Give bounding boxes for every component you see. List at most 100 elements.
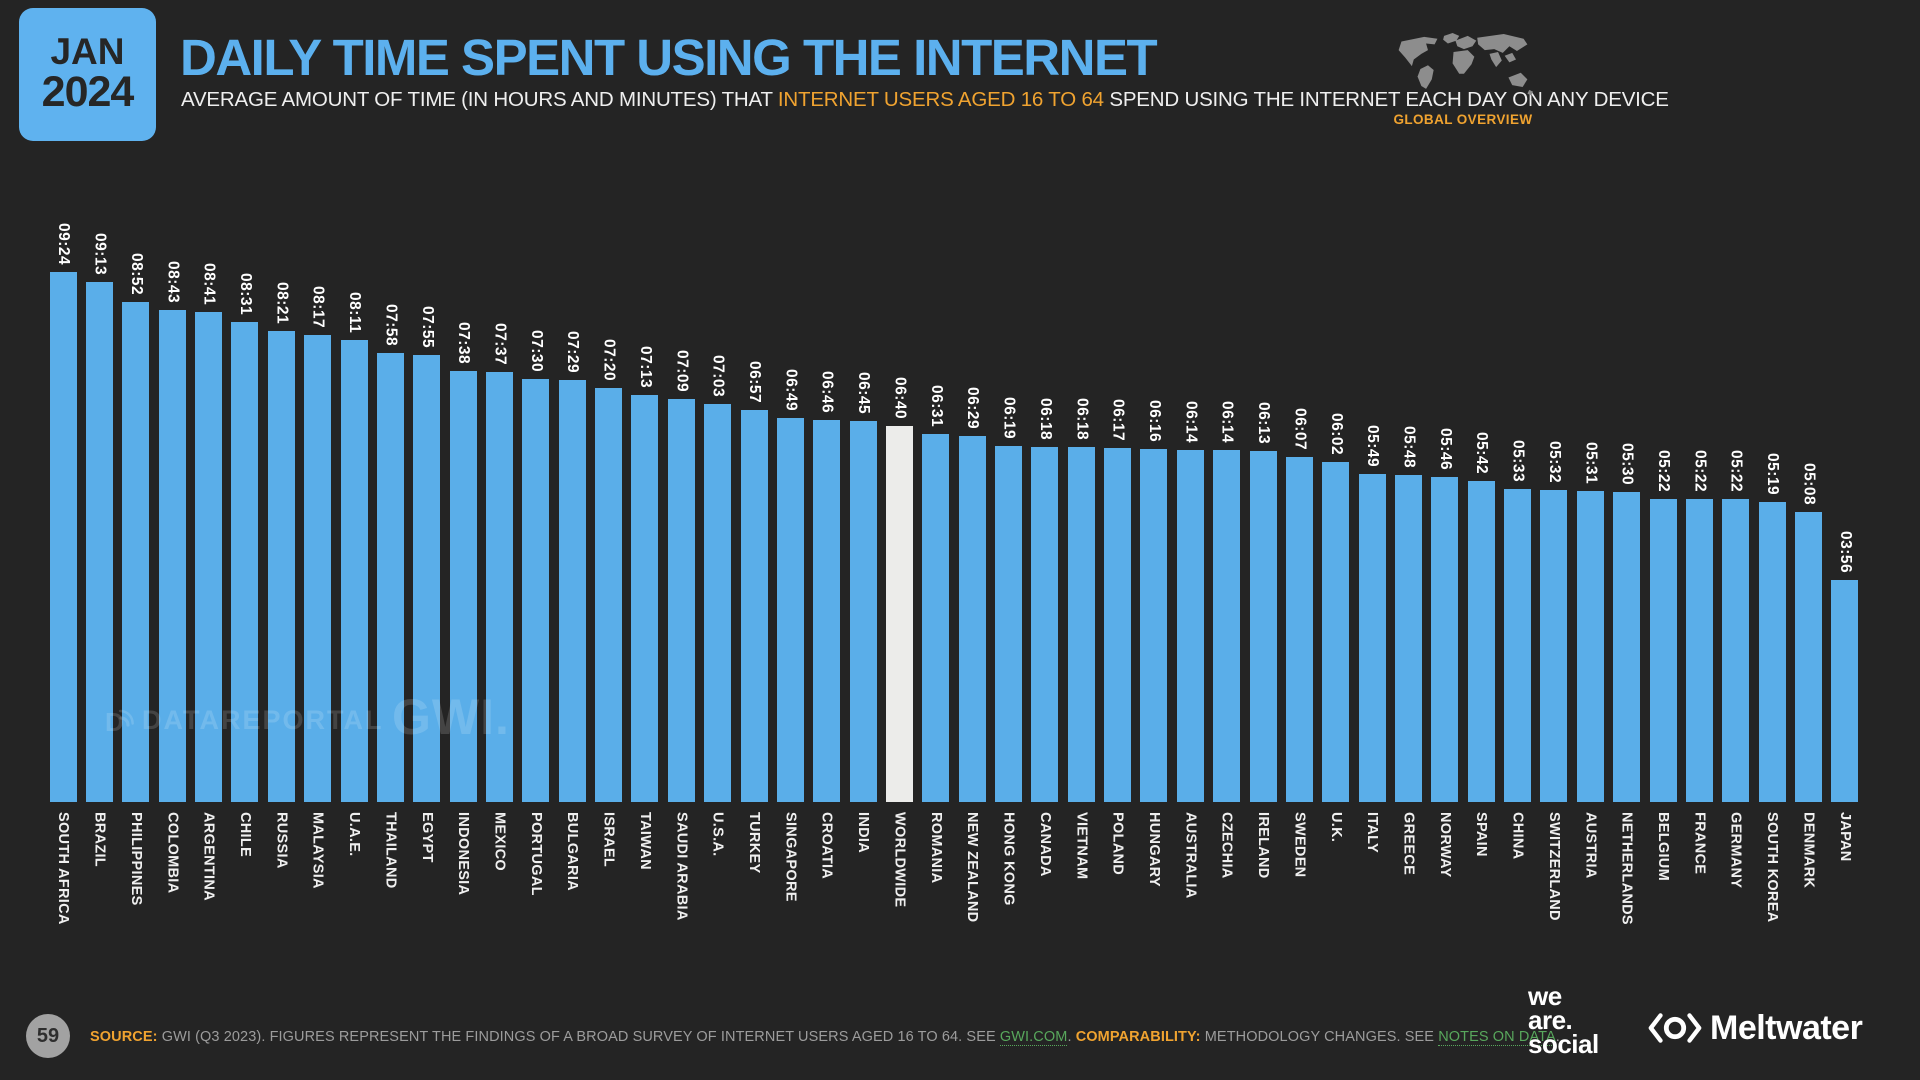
bar-value-label-france: 05:22	[1691, 449, 1709, 492]
bar-value-label-indonesia: 07:38	[455, 321, 473, 364]
bar-value-label-malaysia: 08:17	[309, 285, 327, 328]
country-label-ireland: IRELAND	[1255, 812, 1272, 879]
country-label-poland: POLAND	[1109, 812, 1126, 876]
bar-value-label-hong-kong: 06:19	[1000, 396, 1018, 439]
country-label-malaysia: MALAYSIA	[309, 812, 326, 889]
bar-value-label-denmark: 05:08	[1800, 462, 1818, 505]
bar-value-label-switzerland: 05:32	[1545, 440, 1563, 483]
source-label: SOURCE:	[90, 1029, 158, 1045]
bar-u-a-e	[340, 340, 368, 802]
country-label-egypt: EGYPT	[418, 812, 435, 863]
bar-value-label-taiwan: 07:13	[636, 345, 654, 388]
comparability-text: METHODOLOGY CHANGES. SEE	[1200, 1029, 1439, 1045]
gwi-com-link[interactable]: GWI.COM	[999, 1029, 1068, 1046]
country-label-austria: AUSTRIA	[1582, 812, 1599, 879]
bar-value-label-croatia: 06:46	[818, 370, 836, 413]
bar-canada	[1031, 447, 1059, 802]
bar-bulgaria	[558, 380, 586, 802]
bar-chile	[231, 322, 259, 802]
was-line-3: social	[1528, 1029, 1599, 1059]
bar-value-label-czechia: 06:14	[1218, 400, 1236, 443]
bar-value-label-vietnam: 06:18	[1073, 397, 1091, 440]
bar-malaysia	[304, 335, 332, 802]
bar-worldwide	[885, 426, 913, 802]
country-label-argentina: ARGENTINA	[200, 812, 217, 901]
country-label-belgium: BELGIUM	[1655, 812, 1672, 881]
bar-thailand	[376, 353, 404, 802]
source-note: SOURCE: GWI (Q3 2023). FIGURES REPRESENT…	[90, 1029, 1560, 1046]
country-label-chile: CHILE	[236, 812, 253, 857]
bar-denmark	[1794, 512, 1822, 802]
bar-portugal	[522, 379, 550, 802]
bar-greece	[1395, 475, 1422, 802]
bar-value-label-mexico: 07:37	[491, 322, 509, 365]
country-label-russia: RUSSIA	[273, 812, 290, 869]
bar-value-label-greece: 05:48	[1400, 425, 1418, 468]
bar-germany	[1722, 499, 1750, 802]
bar-vietnam	[1067, 447, 1095, 802]
bar-switzerland	[1540, 490, 1568, 802]
country-label-china: CHINA	[1509, 812, 1526, 860]
notes-on-data-link[interactable]: NOTES ON DATA	[1438, 1029, 1556, 1046]
bar-romania	[922, 434, 950, 802]
bar-value-label-turkey: 06:57	[746, 360, 764, 403]
bar-turkey	[740, 410, 768, 802]
bar-u-s-a	[704, 404, 732, 802]
date-badge: JAN 2024	[19, 8, 156, 141]
country-label-taiwan: TAIWAN	[636, 812, 653, 870]
country-label-israel: ISRAEL	[600, 812, 617, 867]
country-label-turkey: TURKEY	[746, 812, 763, 874]
country-label-netherlands: NETHERLANDS	[1618, 812, 1635, 925]
country-label-u-a-e: U.A.E.	[346, 812, 363, 857]
bar-australia	[1176, 450, 1204, 802]
bar-value-label-norway: 05:46	[1436, 427, 1454, 470]
country-label-u-k: U.K.	[1327, 812, 1344, 843]
bar-value-label-australia: 06:14	[1182, 400, 1200, 443]
datareportal-watermark-text: DATAREPORTAL	[142, 704, 384, 735]
bar-spain	[1467, 481, 1495, 802]
bar-value-label-austria: 05:31	[1582, 441, 1600, 484]
bar-value-label-netherlands: 05:30	[1618, 442, 1636, 485]
bar-philippines	[122, 302, 150, 802]
bar-indonesia	[449, 371, 477, 802]
bar-value-label-hungary: 06:16	[1145, 399, 1163, 442]
bar-israel	[595, 388, 623, 802]
bar-value-label-italy: 05:49	[1364, 424, 1382, 467]
country-label-france: FRANCE	[1691, 812, 1708, 875]
page-title: DAILY TIME SPENT USING THE INTERNET	[180, 29, 1158, 86]
country-label-sweden: SWEDEN	[1291, 812, 1308, 878]
source-separator: .	[1067, 1029, 1076, 1045]
gwi-watermark: GWI.	[392, 689, 510, 745]
bar-value-label-u-a-e: 08:11	[346, 291, 364, 333]
bar-netherlands	[1613, 492, 1641, 802]
bar-value-label-new-zealand: 06:29	[964, 386, 982, 429]
bar-value-label-japan: 03:56	[1836, 530, 1854, 573]
bar-value-label-spain: 05:42	[1473, 431, 1491, 474]
bar-value-label-egypt: 07:55	[418, 305, 436, 348]
bar-argentina	[195, 312, 223, 802]
bar-value-label-argentina: 08:41	[200, 262, 218, 305]
country-label-south-africa: SOUTH AFRICA	[55, 812, 72, 925]
bar-south-korea	[1758, 502, 1786, 802]
country-label-vietnam: VIETNAM	[1073, 812, 1090, 880]
bar-value-label-ireland: 06:13	[1255, 401, 1273, 444]
comparability-label: COMPARABILITY:	[1075, 1029, 1201, 1045]
country-label-mexico: MEXICO	[491, 812, 508, 871]
meltwater-wordmark: Meltwater	[1710, 1008, 1863, 1047]
country-label-japan: JAPAN	[1836, 812, 1853, 862]
subtitle-highlight: INTERNET USERS AGED 16 TO 64	[777, 88, 1104, 111]
was-line-2: are.	[1528, 1005, 1573, 1035]
bar-belgium	[1649, 499, 1677, 802]
country-label-italy: ITALY	[1364, 812, 1381, 853]
bar-italy	[1358, 474, 1386, 802]
world-map-icon	[1392, 30, 1534, 108]
country-label-india: INDIA	[855, 812, 872, 853]
bar-value-label-thailand: 07:58	[382, 303, 400, 346]
bar-value-label-chile: 08:31	[236, 272, 254, 315]
bar-new-zealand	[958, 436, 986, 802]
bar-value-label-belgium: 05:22	[1655, 449, 1673, 492]
meltwater-logo: Meltwater	[1646, 1008, 1863, 1048]
country-label-worldwide: WORLDWIDE	[891, 812, 908, 908]
bar-sweden	[1285, 457, 1313, 802]
